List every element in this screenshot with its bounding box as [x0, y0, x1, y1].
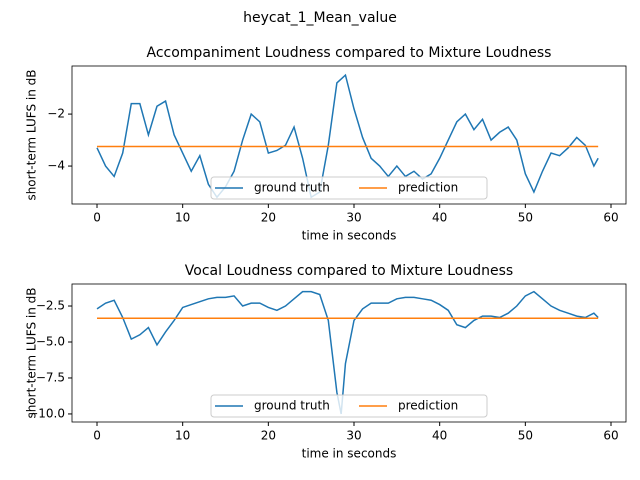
- x-tick-label: 60: [603, 211, 618, 225]
- x-tick-label: 20: [261, 429, 276, 443]
- x-tick-label: 50: [518, 211, 533, 225]
- x-tick-label: 10: [175, 429, 190, 443]
- legend-box: [210, 176, 488, 200]
- legend-label: prediction: [398, 399, 458, 413]
- x-axis-label: time in seconds: [302, 447, 397, 461]
- x-tick-label: 50: [518, 429, 533, 443]
- axes-frame: [71, 65, 627, 205]
- x-tick-label: 40: [432, 429, 447, 443]
- x-tick-label: 0: [93, 211, 101, 225]
- data-line: [96, 73, 599, 199]
- figure-title: heycat_1_Mean_value: [243, 10, 397, 26]
- x-tick-label: 10: [175, 211, 190, 225]
- y-axis-label: short-term LUFS in dB: [25, 287, 39, 418]
- x-tick-label: 20: [261, 211, 276, 225]
- y-tick-label: −2.5: [36, 299, 65, 313]
- y-tick-label: −7.5: [36, 370, 65, 384]
- y-tick-label: −2: [47, 107, 65, 121]
- legend-box: [210, 394, 488, 418]
- axes-title: Vocal Loudness compared to Mixture Loudn…: [185, 263, 513, 279]
- data-line: [96, 290, 599, 415]
- x-tick-label: 30: [346, 429, 361, 443]
- x-tick-label: 40: [432, 211, 447, 225]
- y-tick-label: −4: [47, 159, 65, 173]
- x-tick-label: 30: [346, 211, 361, 225]
- legend-label: ground truth: [254, 399, 330, 413]
- y-tick-label: −10.0: [28, 406, 65, 420]
- axes-title: Accompaniment Loudness compared to Mixtu…: [147, 45, 552, 61]
- legend-label: ground truth: [254, 181, 330, 195]
- x-tick-label: 0: [93, 429, 101, 443]
- axes-frame: [71, 283, 627, 423]
- legend-label: prediction: [398, 181, 458, 195]
- x-tick-label: 60: [603, 429, 618, 443]
- y-tick-label: −5.0: [36, 334, 65, 348]
- x-axis-label: time in seconds: [302, 229, 397, 243]
- y-axis-label: short-term LUFS in dB: [25, 69, 39, 200]
